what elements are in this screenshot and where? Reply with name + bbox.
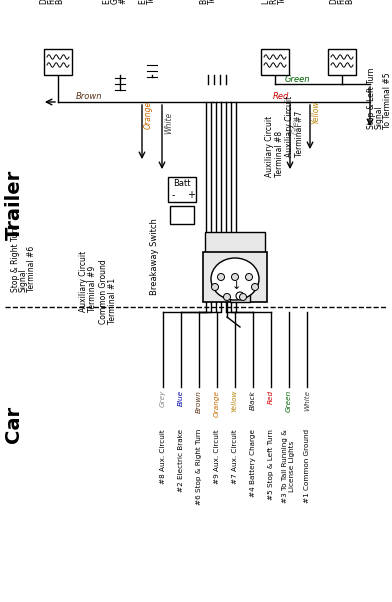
Text: Brown: Brown [76,92,102,101]
Text: Double: Double [329,0,338,4]
Text: #6 Stop & Right Turn: #6 Stop & Right Turn [196,429,202,505]
Text: Yellow: Yellow [232,390,238,412]
Text: Running Lights: Running Lights [270,0,279,4]
Text: Electric Brake: Electric Brake [139,0,148,4]
Text: Double: Double [39,0,48,4]
Text: Signal: Signal [375,105,384,129]
Text: Terminal #4 Black: Terminal #4 Black [208,0,217,4]
Circle shape [252,284,258,291]
Text: Terminal #2 Blue: Terminal #2 Blue [147,0,156,4]
Text: ↓: ↓ [231,281,241,291]
Text: Red: Red [273,92,289,101]
Text: White: White [304,390,310,411]
Bar [203,252,267,302]
Text: Bulb: Bulb [345,0,354,4]
Text: Terminal #1: Terminal #1 [108,278,117,324]
Text: #1 Common Ground: #1 Common Ground [304,429,310,503]
Ellipse shape [211,258,259,300]
Text: Auxiliary Circuit: Auxiliary Circuit [79,251,88,312]
Text: License Tail &: License Tail & [262,0,271,4]
Text: Terminal #9: Terminal #9 [88,265,97,312]
Bar [205,232,265,257]
Text: Terminal #8: Terminal #8 [275,131,284,177]
Text: #8 Aux. Circuit: #8 Aux. Circuit [160,429,166,484]
Circle shape [223,294,230,300]
Text: Terminal #3: Terminal #3 [278,0,287,4]
Circle shape [232,273,238,281]
Text: Yellow: Yellow [312,101,321,124]
Text: Orange: Orange [144,101,153,129]
Circle shape [236,292,244,300]
Text: -: - [171,190,175,200]
Circle shape [245,273,252,281]
Bar [328,49,356,75]
Text: Ground Terminal: Ground Terminal [111,0,120,4]
Bar [230,282,250,302]
Text: #1 White: #1 White [119,0,128,4]
Text: #7 Aux. Circuit: #7 Aux. Circuit [232,429,238,484]
Text: #5 Stop & Left Turn: #5 Stop & Left Turn [268,429,274,500]
Text: Green: Green [285,75,310,84]
Circle shape [218,273,225,281]
Circle shape [212,284,218,291]
Circle shape [240,294,247,300]
Text: Electric Brake: Electric Brake [103,0,112,4]
Text: #3 To Tail Running &
License Lights: #3 To Tail Running & License Lights [283,429,296,503]
Text: Battery Charge: Battery Charge [200,0,209,4]
Text: Auxiliary Circuit: Auxiliary Circuit [265,116,274,177]
Text: Grey: Grey [292,116,301,134]
Text: #4 Battery Charge: #4 Battery Charge [250,429,256,497]
Text: Grey: Grey [160,390,166,408]
Text: Batt: Batt [173,179,191,188]
Text: #9 Aux. Circuit: #9 Aux. Circuit [214,429,220,484]
Text: Stop & Left Turn: Stop & Left Turn [367,67,376,129]
Text: Terminal #6: Terminal #6 [27,246,36,292]
Text: Orange: Orange [214,390,220,417]
Text: White: White [164,112,173,134]
Text: Brown: Brown [196,390,202,413]
Text: Common Ground: Common Ground [99,259,108,324]
Bar [44,49,72,75]
Text: Breakaway Switch: Breakaway Switch [151,219,160,296]
Text: +: + [187,190,195,200]
Text: Green: Green [286,390,292,412]
Text: Red: Red [268,390,274,404]
Bar [170,206,194,224]
Text: Black: Black [250,390,256,410]
Text: Trailer: Trailer [4,169,24,240]
Text: To Terminal #5: To Terminal #5 [383,72,392,129]
Text: Stop & Right Turn: Stop & Right Turn [11,225,20,292]
Text: Filament: Filament [47,0,56,4]
Text: Bulb: Bulb [55,0,64,4]
Text: Blue: Blue [178,390,184,406]
Text: Filament: Filament [337,0,346,4]
Text: Terminal #7: Terminal #7 [295,111,304,157]
Bar [168,177,196,202]
Text: #2 Electric Brake: #2 Electric Brake [178,429,184,492]
Text: Car: Car [4,406,24,443]
Text: Auxiliary Circuit: Auxiliary Circuit [285,96,294,157]
Bar [261,49,289,75]
Text: Signal: Signal [19,268,28,292]
